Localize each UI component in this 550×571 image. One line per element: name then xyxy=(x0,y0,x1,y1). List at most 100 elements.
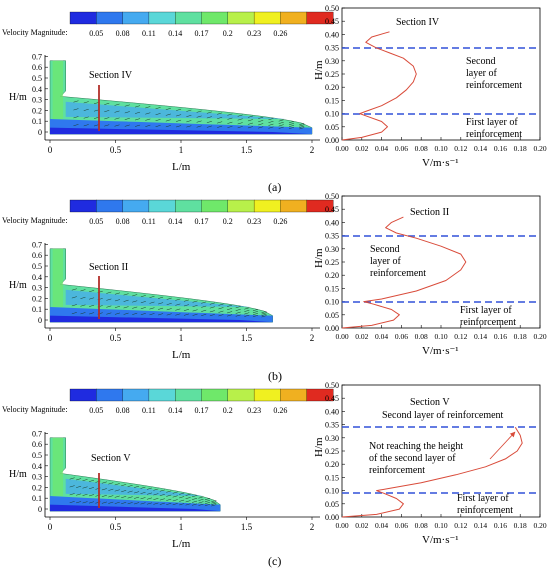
colorbar-swatch xyxy=(253,11,281,25)
velocity-vector xyxy=(80,312,86,315)
velocity-vector xyxy=(227,121,233,124)
velocity-vector xyxy=(278,124,284,127)
colorbar-tick-label: 0.14 xyxy=(168,217,182,226)
velocity-vector xyxy=(127,496,133,499)
colorbar: Velocity Magnitude: 0.05 0.08 0.11 0.14 0.17… xyxy=(2,11,334,38)
velocity-vector xyxy=(165,119,171,122)
velocity-vector xyxy=(175,313,181,316)
contour-plot: 0 0.1 0.20.3 0.4 0.5 0.6 0.7 0 0.5 1 1.5 2 H/m L/m… xyxy=(9,52,320,173)
velocity-vector xyxy=(145,112,151,115)
velocity-vector xyxy=(106,291,112,294)
velocity-vector xyxy=(114,103,120,106)
colorbar-tick-label: 0.17 xyxy=(195,29,209,38)
colorbar-swatch xyxy=(69,199,97,213)
velocity-vector xyxy=(146,497,153,500)
contour-ytick-label: 0.5 xyxy=(32,262,42,271)
velocity-vector xyxy=(288,121,295,124)
velocity-vector xyxy=(244,312,250,315)
colorbar-label: Velocity Magnitude: xyxy=(2,28,68,37)
colorbar-swatch xyxy=(253,199,281,213)
velocity-vector xyxy=(73,108,79,111)
velocity-vector xyxy=(186,125,192,128)
colorbar-swatch xyxy=(306,11,334,25)
velocity-vector xyxy=(104,102,110,105)
velocity-vector xyxy=(69,477,75,480)
velocity-vector xyxy=(218,314,224,317)
contour-xtick-label: 1.5 xyxy=(241,145,253,155)
profile-xtick-label: 0.10 xyxy=(434,332,447,341)
profile-xtick-label: 0.00 xyxy=(335,144,348,153)
colorbar-tick-label: 0.05 xyxy=(89,406,103,415)
inlet-jet xyxy=(52,437,64,497)
velocity-profile-curve xyxy=(341,426,523,518)
contour-xtick-label: 0.5 xyxy=(110,522,122,532)
profile-ytick-label: 0.35 xyxy=(325,232,339,241)
velocity-vector xyxy=(288,125,295,128)
velocity-vector xyxy=(71,296,77,299)
velocity-vector xyxy=(261,315,267,318)
velocity-vector xyxy=(206,120,212,123)
velocity-vector xyxy=(132,306,138,309)
velocity-vector xyxy=(69,485,75,488)
velocity-vector xyxy=(237,122,243,125)
velocity-vector xyxy=(71,312,77,315)
velocity-vector xyxy=(227,113,233,116)
velocity-vector xyxy=(185,500,191,503)
profile-curve-group xyxy=(341,216,467,329)
velocity-vector xyxy=(252,309,259,312)
velocity-vector xyxy=(83,116,89,119)
colorbar-swatch xyxy=(280,11,308,25)
contour-ylabel: H/m xyxy=(9,280,27,291)
velocity-vector xyxy=(192,309,198,312)
velocity-vector xyxy=(196,110,202,113)
mid-velocity-band xyxy=(65,287,251,308)
velocity-vector xyxy=(123,293,129,296)
profile-ytick-label: 0.10 xyxy=(325,487,339,496)
velocity-vector xyxy=(114,124,120,127)
profile-ytick-label: 0.30 xyxy=(325,57,339,66)
velocity-vector xyxy=(176,125,182,128)
colorbar-swatch xyxy=(148,11,176,25)
colorbar-tick-label: 0.23 xyxy=(247,29,261,38)
profile-ytick-label: 0.40 xyxy=(325,30,339,39)
second-layer-label: Second layer of reinforcement xyxy=(466,56,522,91)
velocity-vector xyxy=(183,304,190,307)
contour-ytick-label: 0.5 xyxy=(32,74,42,83)
velocity-vector xyxy=(204,498,210,501)
velocity-vector xyxy=(108,488,114,491)
colorbar: Velocity Magnitude: 0.05 0.08 0.11 0.14 0.17… xyxy=(2,199,334,226)
velocity-vector xyxy=(218,307,224,310)
velocity-vector xyxy=(114,312,121,315)
velocity-vector xyxy=(299,127,305,130)
profile-ytick-label: 0.05 xyxy=(325,500,339,509)
colorbar-swatch xyxy=(69,388,97,402)
contour-xtick-label: 0 xyxy=(48,145,53,155)
velocity-vector xyxy=(278,121,284,124)
contour-ytick-label: 0.2 xyxy=(32,294,42,303)
velocity-vector xyxy=(114,292,121,295)
velocity-vector xyxy=(201,309,207,312)
velocity-vector xyxy=(114,483,120,486)
velocity-vector xyxy=(123,312,129,315)
velocity-vector xyxy=(209,306,215,309)
velocity-vector xyxy=(217,125,223,128)
contour-field xyxy=(49,248,273,323)
profile-yticks: 0.00 0.05 0.10 0.15 0.20 0.25 0.30 0.35 0.40 0.45… xyxy=(325,192,345,333)
velocity-vector xyxy=(244,307,250,310)
velocity-vector xyxy=(155,119,161,122)
velocity-vector xyxy=(106,312,112,315)
profile-ylabel: H/m xyxy=(313,60,325,80)
velocity-vector xyxy=(159,502,165,505)
profile-ytick-label: 0.15 xyxy=(325,96,339,105)
profile-xlabel: V/m·s⁻¹ xyxy=(422,345,459,357)
velocity-vector xyxy=(237,118,243,121)
profile-ytick-label: 0.40 xyxy=(325,218,339,227)
profile-xtick-label: 0.02 xyxy=(355,144,368,153)
profile-ytick-label: 0.15 xyxy=(325,284,339,293)
profile-ytick-label: 0.20 xyxy=(325,460,339,469)
panel-b: Velocity Magnitude: 0.05 0.08 0.11 0.14 0.17… xyxy=(2,192,547,383)
velocity-vector xyxy=(165,107,171,110)
profile-yticks: 0.00 0.05 0.10 0.15 0.20 0.25 0.30 0.35 0.40 0.45… xyxy=(325,4,345,145)
velocity-vector xyxy=(299,124,305,127)
contour-ylabel: H/m xyxy=(9,469,27,480)
